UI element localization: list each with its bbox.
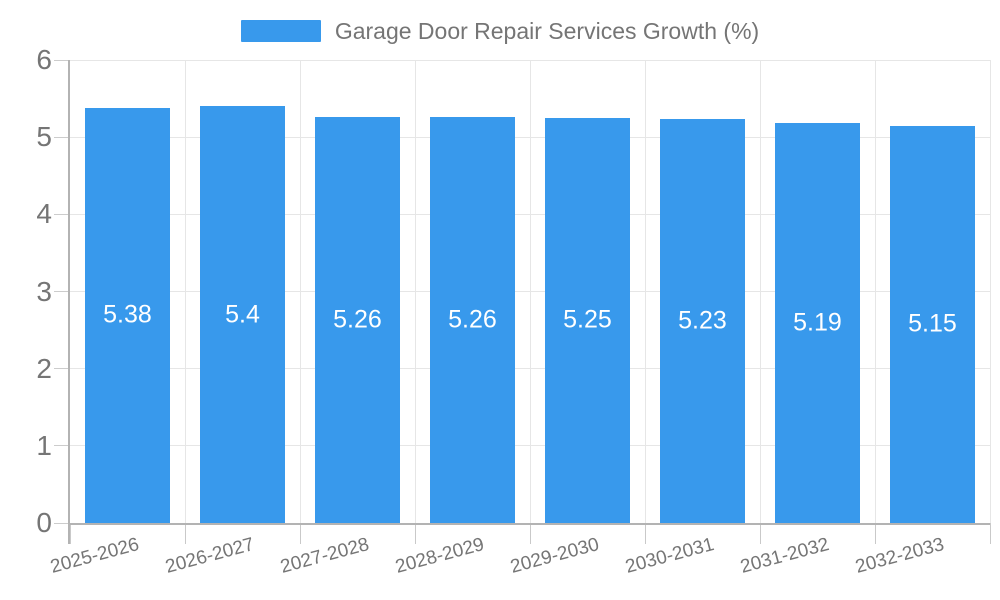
bar-2031-2032[interactable]: 5.19 [775, 122, 860, 523]
bar-2032-2033[interactable]: 5.15 [890, 125, 975, 523]
v-gridline [759, 60, 761, 523]
y-axis-tick [54, 213, 70, 215]
y-axis-tick-label: 3 [36, 275, 52, 307]
y-axis-tick [54, 522, 70, 524]
y-axis-tick-label: 0 [36, 507, 52, 538]
x-axis-tick [69, 523, 71, 544]
v-gridline [529, 60, 531, 523]
x-axis-tick [759, 523, 761, 544]
bar-value-label: 5.4 [225, 300, 260, 329]
y-axis-line [68, 60, 70, 544]
x-axis-tick [644, 523, 646, 544]
bar-2027-2028[interactable]: 5.26 [315, 117, 400, 523]
y-axis-tick [54, 136, 70, 138]
v-gridline [414, 60, 416, 523]
bar-2029-2030[interactable]: 5.25 [545, 117, 630, 523]
bar-2025-2026[interactable]: 5.38 [85, 107, 170, 523]
bar-value-label: 5.38 [103, 300, 152, 329]
bar-2028-2029[interactable]: 5.26 [430, 117, 515, 523]
x-axis-tick [414, 523, 416, 544]
x-axis-tick [874, 523, 876, 544]
bar-2026-2027[interactable]: 5.4 [200, 106, 285, 523]
v-gridline [644, 60, 646, 523]
v-gridline [874, 60, 876, 523]
x-axis-tick [989, 523, 991, 544]
v-gridline [184, 60, 186, 523]
x-axis-tick [299, 523, 301, 544]
chart-title: Garage Door Repair Services Growth (%) [334, 17, 760, 44]
y-axis-tick-label: 4 [36, 198, 52, 230]
x-axis-tick [529, 523, 531, 544]
v-gridline [299, 60, 301, 523]
y-axis-tick [54, 445, 70, 447]
bar-2030-2031[interactable]: 5.23 [660, 119, 745, 523]
legend[interactable]: Garage Door Repair Services Growth (%) [0, 16, 1000, 46]
bar-value-label: 5.26 [333, 305, 382, 334]
x-axis-tick [184, 523, 186, 544]
v-gridline [989, 60, 991, 523]
bar-value-label: 5.23 [678, 306, 727, 335]
y-axis-tick-label: 2 [36, 352, 52, 384]
bar-value-label: 5.19 [793, 308, 842, 337]
y-axis-tick-label: 6 [36, 44, 52, 75]
y-axis-tick [54, 368, 70, 370]
bar-value-label: 5.25 [563, 305, 612, 334]
y-axis-tick-label: 1 [36, 429, 52, 461]
x-axis-line [68, 523, 990, 525]
legend-swatch[interactable] [240, 20, 321, 42]
y-axis-tick-label: 5 [36, 121, 52, 153]
y-axis-tick [54, 59, 70, 61]
bar-value-label: 5.26 [448, 305, 497, 334]
bar-value-label: 5.15 [908, 309, 957, 338]
y-axis-tick [54, 291, 70, 292]
